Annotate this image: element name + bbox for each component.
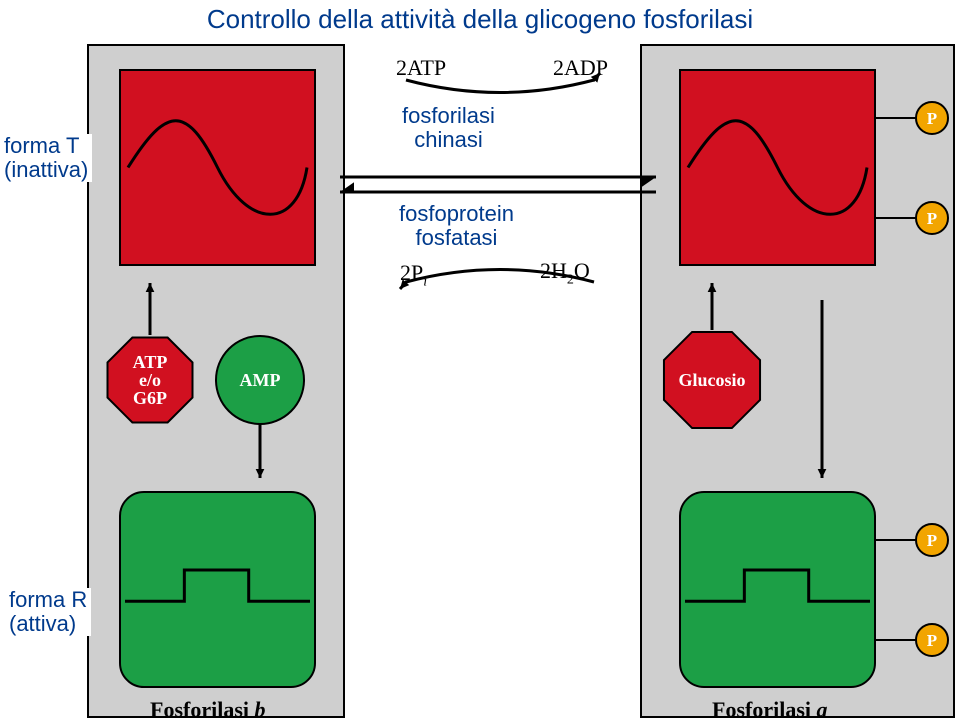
label-forma-r: forma R(attiva) xyxy=(5,588,91,636)
label-2h2o: 2H2O xyxy=(540,258,590,288)
svg-text:AMP: AMP xyxy=(240,370,281,390)
label-2pi: 2Pi xyxy=(400,260,427,290)
svg-text:e/o: e/o xyxy=(139,370,161,390)
label-enzyme-kinase: fosforilasichinasi xyxy=(398,104,499,152)
label-forma-t: forma T(inattiva) xyxy=(0,134,92,182)
label-2atp: 2ATP xyxy=(396,55,446,81)
svg-text:P: P xyxy=(927,531,937,550)
page-title: Controllo della attività della glicogeno… xyxy=(0,4,960,35)
svg-text:G6P: G6P xyxy=(133,388,167,408)
footer-fosforilasi-b: Fosforilasi b xyxy=(150,697,266,723)
svg-text:P: P xyxy=(927,209,937,228)
footer-fosforilasi-a: Fosforilasi a xyxy=(712,697,828,723)
svg-text:P: P xyxy=(927,109,937,128)
label-enzyme-phosphatase: fosfoproteinfosfatasi xyxy=(395,202,518,250)
label-2adp: 2ADP xyxy=(553,55,608,81)
svg-text:Glucosio: Glucosio xyxy=(678,370,745,390)
svg-text:ATP: ATP xyxy=(133,352,168,372)
svg-text:P: P xyxy=(927,631,937,650)
